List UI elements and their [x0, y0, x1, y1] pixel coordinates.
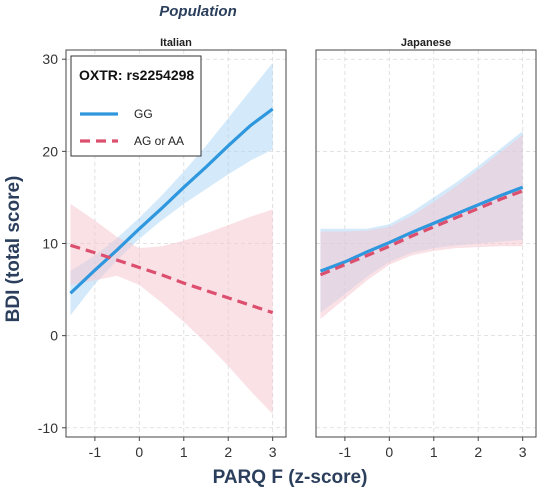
- panel-strip-label: Japanese: [401, 37, 451, 49]
- legend-label-ag-aa: AG or AA: [134, 134, 184, 148]
- legend-box: [70, 55, 202, 157]
- x-tick-label: 0: [385, 444, 393, 460]
- legend-title: OXTR: rs2254298: [79, 67, 194, 83]
- chart-title: Population: [159, 3, 237, 20]
- series-line-ag-aa: [69, 243, 274, 315]
- y-tick-label: -10: [38, 420, 58, 436]
- confidence-band-ag-aa: [70, 203, 273, 414]
- x-tick-label: 3: [269, 444, 277, 460]
- panel-japanese: Japanese -1 0 1 2 3: [315, 37, 537, 460]
- x-tick-label: -1: [339, 444, 352, 460]
- x-tick-label: 0: [135, 444, 143, 460]
- x-tick-label: 2: [224, 444, 232, 460]
- series-line-gg: [319, 185, 524, 273]
- x-tick-label: 2: [474, 444, 482, 460]
- y-tick-label: 10: [42, 236, 58, 252]
- series-line-ag-aa: [319, 189, 524, 277]
- y-tick-label: 0: [50, 328, 58, 344]
- legend: OXTR: rs2254298 GG AG or AA: [70, 55, 202, 157]
- y-tick-label: 20: [42, 143, 58, 159]
- x-tick-label: 1: [430, 444, 438, 460]
- series-line-gg: [69, 107, 274, 295]
- panel-frame: [315, 49, 537, 438]
- x-tick-label: 3: [519, 444, 527, 460]
- x-tick-label: -1: [89, 444, 102, 460]
- panel-strip-label: Italian: [160, 37, 192, 49]
- y-tick-label: 30: [42, 51, 58, 67]
- y-axis-title: BDI (total score): [3, 176, 24, 323]
- x-tick-label: 1: [180, 444, 188, 460]
- x-axis-title: PARQ F (z-score): [213, 467, 368, 488]
- legend-label-gg: GG: [134, 107, 153, 121]
